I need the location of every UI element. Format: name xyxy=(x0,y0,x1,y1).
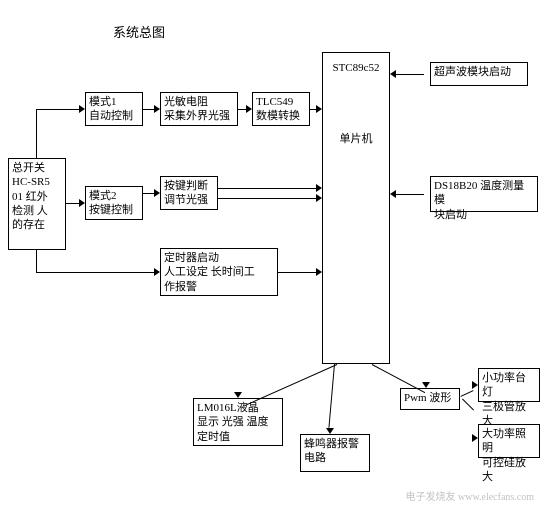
arrow-icon xyxy=(154,105,160,113)
arrow-icon xyxy=(472,434,478,442)
node-mode2: 模式2按键控制 xyxy=(85,186,143,220)
node-lcd: LM016L液晶显示 光强 温度定时值 xyxy=(193,398,283,446)
edge xyxy=(238,109,246,110)
node-timer: 定时器启动人工设定 长时间工作报警 xyxy=(160,248,278,296)
edge xyxy=(36,109,37,159)
edge xyxy=(218,198,316,199)
diagram-title: 系统总图 xyxy=(113,22,165,41)
node-pwm: Pwm 波形 xyxy=(400,388,460,410)
edge xyxy=(396,74,424,75)
arrow-icon xyxy=(472,381,478,389)
arrow-icon xyxy=(316,268,322,276)
edge xyxy=(66,203,79,204)
node-photores: 光敏电阻采集外界光强 xyxy=(160,92,238,126)
edge xyxy=(218,188,316,189)
watermark: 电子发烧友 www.elecfans.com xyxy=(406,488,535,503)
node-small-lamp: 小功率台灯三极管放大 xyxy=(478,368,540,402)
edge xyxy=(462,398,474,410)
arrow-icon xyxy=(390,70,396,78)
edge xyxy=(245,364,337,406)
edge xyxy=(372,364,425,393)
node-big-lamp: 大功率照明可控硅放大 xyxy=(478,424,540,458)
arrow-icon xyxy=(326,428,334,434)
node-key-judge: 按键判断调节光强 xyxy=(160,176,218,210)
edge xyxy=(36,250,37,272)
arrow-icon xyxy=(316,194,322,202)
node-master-switch: 总开关HC-SR501 红外检测 人的存在 xyxy=(8,158,66,250)
edge xyxy=(396,194,424,195)
edge xyxy=(328,364,335,428)
edge xyxy=(143,109,154,110)
arrow-icon xyxy=(154,268,160,276)
arrow-icon xyxy=(390,190,396,198)
arrow-icon xyxy=(316,105,322,113)
arrow-icon xyxy=(422,382,430,388)
arrow-icon xyxy=(234,392,242,398)
arrow-icon xyxy=(246,105,252,113)
edge xyxy=(36,109,79,110)
node-ultrasonic: 超声波模块启动 xyxy=(430,62,528,86)
arrow-icon xyxy=(316,184,322,192)
edge xyxy=(460,390,473,397)
edge xyxy=(36,272,154,273)
node-ds18b20: DS18B20 温度测量模块启动 xyxy=(430,176,538,212)
arrow-icon xyxy=(79,199,85,207)
edge xyxy=(278,272,316,273)
arrow-icon xyxy=(154,189,160,197)
edge xyxy=(143,193,154,194)
node-mode1: 模式1自动控制 xyxy=(85,92,143,126)
arrow-icon xyxy=(79,105,85,113)
node-buzzer: 蜂鸣器报警电路 xyxy=(300,434,370,472)
node-tlc549: TLC549数模转换 xyxy=(252,92,310,126)
node-stc: STC89c52单片机 xyxy=(322,52,390,364)
